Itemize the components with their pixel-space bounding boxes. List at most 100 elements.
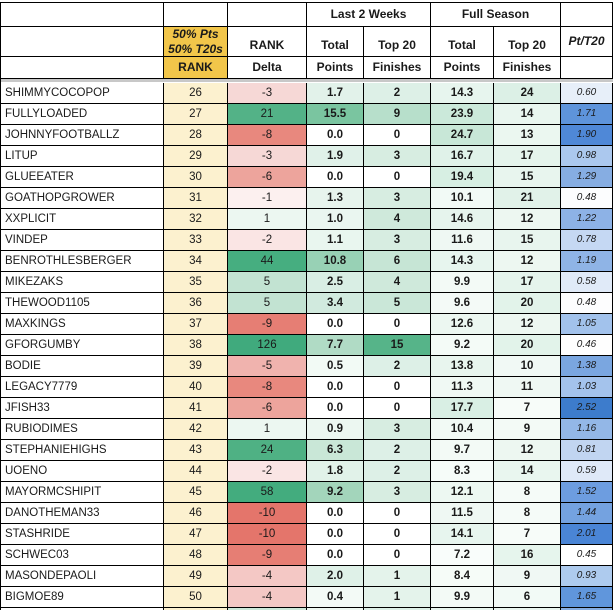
fs-total-points-cell[interactable]: 14.6 — [431, 209, 494, 230]
rank-cell[interactable]: 44 — [164, 461, 228, 482]
fs-top20-finishes-cell[interactable]: 24 — [494, 83, 561, 104]
rank-delta-cell[interactable]: -4 — [228, 587, 307, 608]
pt-per-t20-cell[interactable]: 0.81 — [561, 440, 613, 461]
fs-total-points-cell[interactable]: 9.7 — [431, 440, 494, 461]
pt-per-t20-cell[interactable]: 0.78 — [561, 230, 613, 251]
l2w-total-points-cell[interactable]: 9.2 — [307, 482, 364, 503]
rank-cell[interactable]: 35 — [164, 272, 228, 293]
pt-per-t20-cell[interactable]: 0.46 — [561, 335, 613, 356]
header-full-season[interactable]: Full Season — [431, 3, 561, 27]
pt-per-t20-cell[interactable]: 1.90 — [561, 125, 613, 146]
player-name-cell[interactable]: STASHRIDE — [1, 524, 164, 545]
rank-delta-cell[interactable]: -3 — [228, 146, 307, 167]
header-rank-method[interactable]: 50% Pts 50% T20s — [164, 27, 228, 57]
l2w-total-points-cell[interactable]: 6.3 — [307, 440, 364, 461]
rank-delta-cell[interactable]: -2 — [228, 461, 307, 482]
player-name-cell[interactable]: MAXKINGS — [1, 314, 164, 335]
pt-per-t20-cell[interactable]: 0.48 — [561, 188, 613, 209]
rank-cell[interactable]: 37 — [164, 314, 228, 335]
l2w-total-points-cell[interactable]: 2.0 — [307, 566, 364, 587]
pt-per-t20-cell[interactable]: 2.52 — [561, 398, 613, 419]
header-rank-delta-sub[interactable]: Delta — [228, 57, 307, 79]
rank-delta-cell[interactable]: 5 — [228, 293, 307, 314]
pt-per-t20-cell[interactable]: 0.48 — [561, 293, 613, 314]
header-fs-top20[interactable]: Top 20 — [494, 27, 561, 57]
fs-top20-finishes-cell[interactable]: 16 — [494, 545, 561, 566]
l2w-total-points-cell[interactable]: 0.0 — [307, 167, 364, 188]
fs-top20-finishes-cell[interactable]: 17 — [494, 146, 561, 167]
player-name-cell[interactable]: JOHNNYFOOTBALLZ — [1, 125, 164, 146]
l2w-total-points-cell[interactable]: 0.0 — [307, 524, 364, 545]
pt-per-t20-cell[interactable]: 1.22 — [561, 209, 613, 230]
rank-cell[interactable]: 32 — [164, 209, 228, 230]
rank-cell[interactable]: 46 — [164, 503, 228, 524]
player-name-cell[interactable]: DANOTHEMAN33 — [1, 503, 164, 524]
player-name-cell[interactable]: RUBIODIMES — [1, 419, 164, 440]
player-name-cell[interactable]: UOENO — [1, 461, 164, 482]
player-name-cell[interactable]: MAYORMCSHIPIT — [1, 482, 164, 503]
rank-cell[interactable]: 34 — [164, 251, 228, 272]
pt-per-t20-cell[interactable]: 1.16 — [561, 419, 613, 440]
rank-cell[interactable]: 38 — [164, 335, 228, 356]
l2w-total-points-cell[interactable]: 0.5 — [307, 356, 364, 377]
l2w-top20-finishes-cell[interactable]: 0 — [364, 503, 431, 524]
l2w-top20-finishes-cell[interactable]: 6 — [364, 251, 431, 272]
rank-delta-cell[interactable]: -8 — [228, 125, 307, 146]
fs-top20-finishes-cell[interactable]: 6 — [494, 587, 561, 608]
player-name-cell[interactable]: SHIMMYCOCOPOP — [1, 83, 164, 104]
fs-total-points-cell[interactable]: 9.9 — [431, 272, 494, 293]
l2w-total-points-cell[interactable]: 0.0 — [307, 503, 364, 524]
fs-total-points-cell[interactable]: 24.7 — [431, 125, 494, 146]
rank-cell[interactable]: 45 — [164, 482, 228, 503]
rank-cell[interactable]: 48 — [164, 545, 228, 566]
fs-top20-finishes-cell[interactable]: 9 — [494, 566, 561, 587]
rank-cell[interactable]: 29 — [164, 146, 228, 167]
l2w-top20-finishes-cell[interactable]: 0 — [364, 377, 431, 398]
rank-delta-cell[interactable]: -1 — [228, 188, 307, 209]
fs-top20-finishes-cell[interactable]: 17 — [494, 272, 561, 293]
l2w-total-points-cell[interactable]: 1.3 — [307, 188, 364, 209]
fs-top20-finishes-cell[interactable]: 12 — [494, 440, 561, 461]
rank-delta-cell[interactable]: -6 — [228, 167, 307, 188]
pt-per-t20-cell[interactable]: 1.05 — [561, 314, 613, 335]
l2w-top20-finishes-cell[interactable]: 3 — [364, 188, 431, 209]
player-name-cell[interactable]: LEGACY7779 — [1, 377, 164, 398]
fs-top20-finishes-cell[interactable]: 15 — [494, 167, 561, 188]
l2w-top20-finishes-cell[interactable]: 3 — [364, 146, 431, 167]
fs-top20-finishes-cell[interactable]: 8 — [494, 503, 561, 524]
rank-cell[interactable]: 30 — [164, 167, 228, 188]
fs-top20-finishes-cell[interactable]: 15 — [494, 230, 561, 251]
rank-cell[interactable]: 27 — [164, 104, 228, 125]
l2w-total-points-cell[interactable]: 1.9 — [307, 146, 364, 167]
rank-delta-cell[interactable]: 58 — [228, 482, 307, 503]
player-name-cell[interactable]: MASONDEPAOLI — [1, 566, 164, 587]
player-name-cell[interactable]: GOATHOPGROWER — [1, 188, 164, 209]
player-name-cell[interactable]: JFISH33 — [1, 398, 164, 419]
l2w-total-points-cell[interactable]: 1.0 — [307, 209, 364, 230]
pt-per-t20-cell[interactable]: 0.98 — [561, 146, 613, 167]
fs-top20-finishes-cell[interactable]: 20 — [494, 293, 561, 314]
l2w-total-points-cell[interactable]: 0.9 — [307, 419, 364, 440]
l2w-top20-finishes-cell[interactable]: 0 — [364, 125, 431, 146]
rank-delta-cell[interactable]: 1 — [228, 419, 307, 440]
l2w-top20-finishes-cell[interactable]: 4 — [364, 272, 431, 293]
rank-cell[interactable]: 33 — [164, 230, 228, 251]
header-l2w-total[interactable]: Total — [307, 27, 364, 57]
pt-per-t20-cell[interactable]: 2.01 — [561, 524, 613, 545]
player-name-cell[interactable]: BENROTHLESBERGER — [1, 251, 164, 272]
rank-delta-cell[interactable]: -8 — [228, 377, 307, 398]
fs-total-points-cell[interactable]: 9.9 — [431, 587, 494, 608]
player-name-cell[interactable]: BIGMOE89 — [1, 587, 164, 608]
l2w-total-points-cell[interactable]: 3.4 — [307, 293, 364, 314]
fs-total-points-cell[interactable]: 10.4 — [431, 419, 494, 440]
fs-total-points-cell[interactable]: 19.4 — [431, 167, 494, 188]
rank-delta-cell[interactable]: -6 — [228, 398, 307, 419]
rank-delta-cell[interactable]: -3 — [228, 83, 307, 104]
fs-top20-finishes-cell[interactable]: 12 — [494, 209, 561, 230]
rank-delta-cell[interactable]: -4 — [228, 566, 307, 587]
header-empty-name[interactable] — [1, 3, 164, 27]
pt-per-t20-cell[interactable]: 0.45 — [561, 545, 613, 566]
fs-top20-finishes-cell[interactable]: 12 — [494, 251, 561, 272]
rank-delta-cell[interactable]: 5 — [228, 272, 307, 293]
l2w-top20-finishes-cell[interactable]: 2 — [364, 440, 431, 461]
